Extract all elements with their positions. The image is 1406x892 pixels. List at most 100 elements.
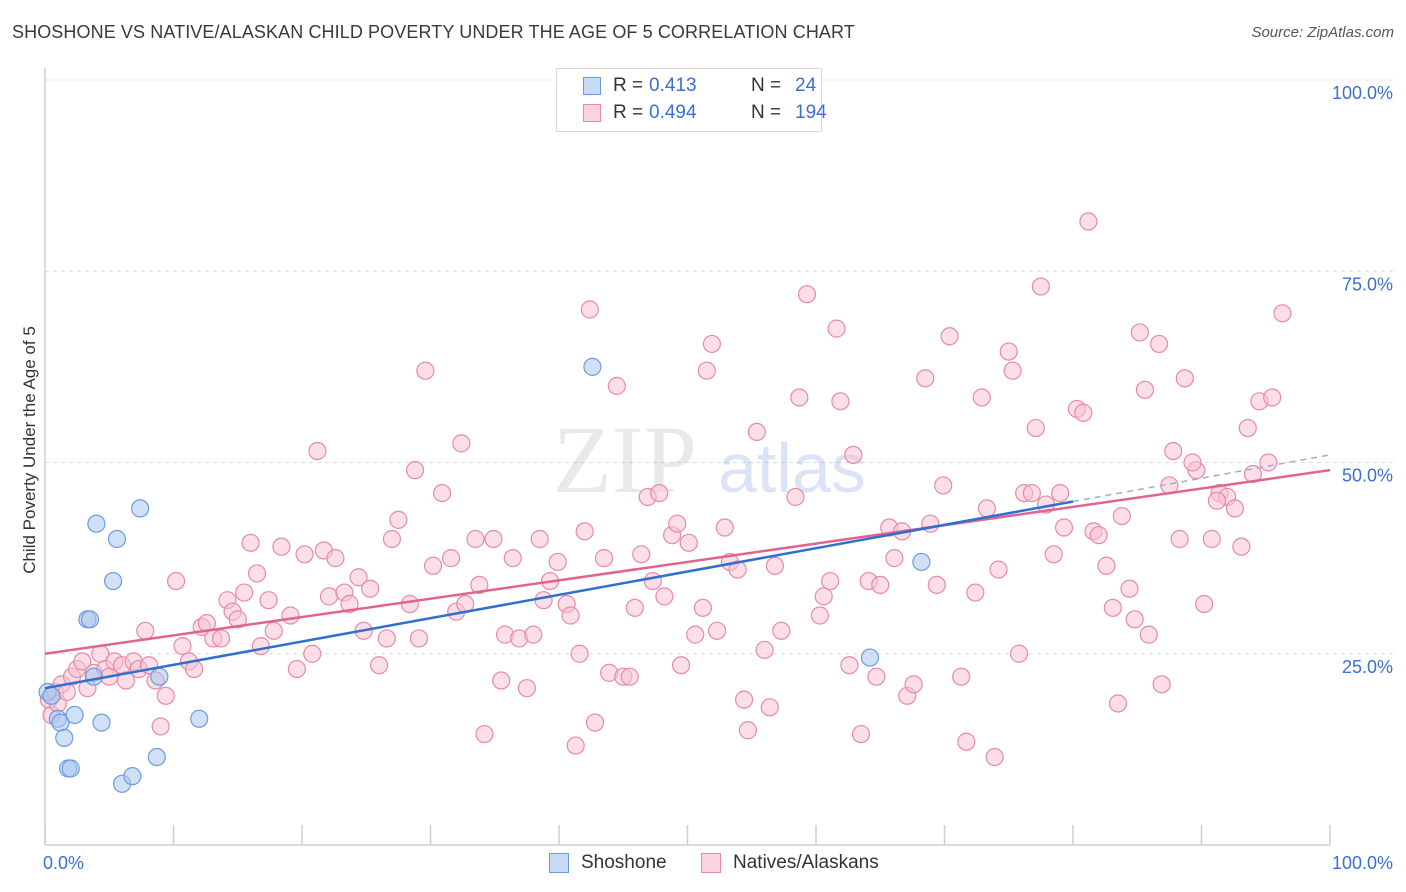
natives-point	[585, 713, 605, 732]
natives-point	[1175, 369, 1194, 388]
natives-point	[228, 610, 247, 629]
legend-n-label: N =	[751, 102, 782, 123]
natives-point	[235, 583, 254, 602]
natives-point	[940, 327, 959, 346]
y-tick-label: 50.0%	[1342, 466, 1393, 486]
natives-point	[281, 606, 300, 625]
natives-point	[643, 571, 662, 591]
natives-point	[416, 361, 435, 380]
natives-point	[1273, 304, 1292, 323]
natives-point	[1112, 506, 1131, 526]
natives-point	[916, 369, 935, 388]
bottom-legend-label-shoshone: Shoshone	[581, 852, 667, 873]
natives-point	[786, 487, 805, 507]
natives-point	[1003, 361, 1022, 380]
natives-point	[349, 568, 368, 587]
natives-point	[136, 621, 155, 640]
natives-point	[728, 560, 747, 579]
natives-point	[370, 656, 389, 675]
legend-r-value: 0.494	[649, 102, 697, 123]
natives-point	[241, 533, 260, 552]
natives-point	[734, 690, 754, 709]
natives-point	[73, 652, 92, 671]
natives-point	[747, 422, 766, 441]
natives-point	[934, 476, 953, 495]
natives-point	[575, 522, 594, 541]
natives-point	[738, 721, 757, 740]
natives-point	[116, 671, 136, 690]
natives-point	[361, 579, 380, 598]
natives-point	[1051, 484, 1070, 503]
tick-labels: 25.0% 50.0% 75.0% 100.0% 0.0% 100.0%	[43, 83, 1393, 873]
bottom-legend-label-natives: Natives/Alaskans	[733, 852, 879, 873]
natives-point	[470, 575, 489, 595]
natives-point	[287, 659, 306, 679]
shoshone-point	[190, 709, 209, 728]
shoshone-point	[92, 713, 111, 732]
natives-point	[1238, 418, 1257, 438]
natives-point	[570, 644, 589, 663]
natives-point	[247, 564, 267, 583]
natives-point	[151, 717, 170, 736]
natives-point	[1125, 610, 1144, 629]
natives-point	[389, 510, 408, 529]
legend-n-value: 24	[795, 75, 817, 96]
shoshone-point	[55, 728, 74, 748]
y-tick-label: 75.0%	[1342, 274, 1393, 294]
shoshone-point	[123, 767, 142, 786]
legend-r-label: R =	[613, 102, 644, 123]
natives-point	[814, 587, 833, 606]
natives-point	[423, 556, 443, 575]
natives-point	[966, 583, 985, 602]
natives-point	[885, 549, 904, 568]
natives-point	[821, 571, 840, 591]
natives-point	[1164, 441, 1183, 461]
natives-point	[484, 529, 503, 549]
natives-point	[989, 560, 1008, 579]
natives-point	[503, 549, 522, 568]
natives-point	[566, 736, 585, 755]
natives-point	[409, 629, 429, 648]
natives-point	[1108, 694, 1128, 713]
natives-point	[1044, 545, 1063, 564]
shoshone-point	[147, 747, 166, 767]
natives-point	[432, 484, 452, 503]
natives-point	[548, 552, 567, 572]
natives-point	[772, 621, 791, 640]
natives-point	[1130, 323, 1149, 342]
natives-point	[1026, 418, 1045, 438]
natives-point	[1152, 675, 1171, 694]
natives-point	[211, 629, 231, 648]
shoshone-point	[860, 648, 880, 667]
shoshone-point	[87, 514, 106, 533]
natives-point	[797, 285, 817, 304]
natives-point	[295, 545, 314, 564]
shoshone-point	[130, 499, 150, 518]
natives-point	[625, 598, 644, 617]
x-tick-label: 100.0%	[1332, 853, 1393, 873]
shoshone-point	[65, 705, 84, 725]
natives-point	[452, 434, 471, 453]
natives-point	[1089, 526, 1108, 545]
natives-point	[952, 667, 971, 686]
watermark: ZIP atlas	[553, 406, 866, 513]
shoshone-point	[107, 529, 127, 549]
natives-point	[1149, 334, 1169, 354]
natives-point	[530, 529, 549, 549]
natives-point	[810, 606, 829, 625]
natives-point	[790, 388, 809, 407]
natives-point	[655, 587, 674, 606]
natives-point	[607, 376, 626, 396]
natives-point	[173, 636, 192, 656]
natives-point	[166, 571, 186, 591]
natives-point	[1225, 499, 1245, 518]
natives-point	[382, 529, 402, 549]
natives-point	[1170, 529, 1189, 549]
natives-point	[319, 587, 339, 606]
natives-point	[844, 445, 863, 464]
legend-n-label: N =	[751, 75, 782, 96]
source-label: Source: ZipAtlas.com	[1251, 24, 1394, 41]
bottom-legend-swatch-shoshone	[549, 853, 569, 873]
natives-point	[686, 625, 705, 644]
natives-point	[702, 334, 722, 354]
